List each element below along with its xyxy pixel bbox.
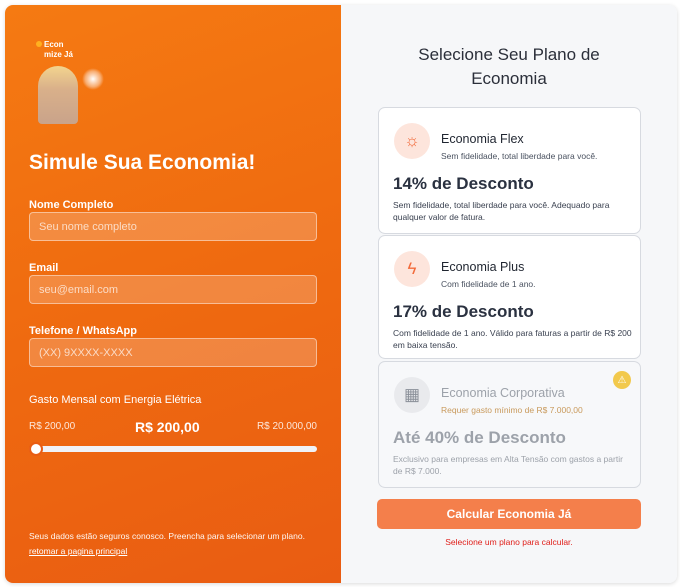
plan-description: Exclusivo para empresas em Alta Tensão c… xyxy=(393,454,623,476)
money-sparkle-image xyxy=(82,68,104,90)
plan-selection-panel: Selecione Seu Plano de Economia ☼ Econom… xyxy=(341,5,677,583)
email-label: Email xyxy=(29,262,59,274)
plan-subtitle: Com fidelidade de 1 ano. xyxy=(441,279,536,289)
spend-slider-track[interactable] xyxy=(29,446,317,452)
back-home-link[interactable]: retomar a pagina principal xyxy=(29,546,128,556)
spend-slider-thumb[interactable] xyxy=(29,442,43,456)
phone-input[interactable] xyxy=(29,338,317,367)
woman-image xyxy=(38,66,78,124)
simulation-form-panel: Econ mize Já Simule Sua Economia! Nome Co… xyxy=(5,5,341,583)
building-icon: ▦ xyxy=(394,377,430,413)
plan-name: Economia Plus xyxy=(441,260,525,274)
name-label: Nome Completo xyxy=(29,199,114,211)
plan-card-flex[interactable]: ☼ Economia Flex Sem fidelidade, total li… xyxy=(378,107,641,234)
spend-max: R$ 20.000,00 xyxy=(256,421,317,432)
calculate-button[interactable]: Calcular Economia Já xyxy=(377,499,641,529)
spend-label: Gasto Mensal com Energia Elétrica xyxy=(29,394,202,406)
email-input[interactable] xyxy=(29,275,317,304)
plan-card-corporativa: ▦ ⚠ Economia Corporativa Requer gasto mí… xyxy=(378,361,641,488)
lightning-icon: ϟ xyxy=(394,251,430,287)
plan-description: Com fidelidade de 1 ano. Válido para fat… xyxy=(393,328,632,350)
logo: Econ mize Já xyxy=(30,38,104,126)
plan-subtitle: Sem fidelidade, total liberdade para voc… xyxy=(441,151,598,161)
plan-subtitle: Requer gasto mínimo de R$ 7.000,00 xyxy=(441,405,583,415)
plan-discount: 17% de Desconto xyxy=(393,302,534,321)
spend-value: R$ 200,00 xyxy=(135,419,200,435)
sun-icon: ☼ xyxy=(394,123,430,159)
error-message: Selecione um plano para calcular. xyxy=(445,537,573,547)
plan-name: Economia Corporativa xyxy=(441,386,565,400)
warning-icon: ⚠ xyxy=(613,371,631,389)
spend-min: R$ 200,00 xyxy=(29,421,76,432)
phone-label: Telefone / WhatsApp xyxy=(29,325,137,337)
plan-name: Economia Flex xyxy=(441,132,524,146)
plan-discount: 14% de Desconto xyxy=(393,174,534,193)
plan-description: Sem fidelidade, total liberdade para voc… xyxy=(393,200,610,222)
plans-title: Selecione Seu Plano de Economia xyxy=(418,45,600,88)
plan-discount: Até 40% de Desconto xyxy=(393,428,566,447)
page-title: Simule Sua Economia! xyxy=(29,151,256,174)
security-note: Seus dados estão seguros conosco. Preenc… xyxy=(29,531,305,541)
name-input[interactable] xyxy=(29,212,317,241)
plan-card-plus[interactable]: ϟ Economia Plus Com fidelidade de 1 ano.… xyxy=(378,235,641,359)
logo-dot-icon xyxy=(36,41,42,47)
app-window: Econ mize Já Simule Sua Economia! Nome Co… xyxy=(5,5,677,583)
